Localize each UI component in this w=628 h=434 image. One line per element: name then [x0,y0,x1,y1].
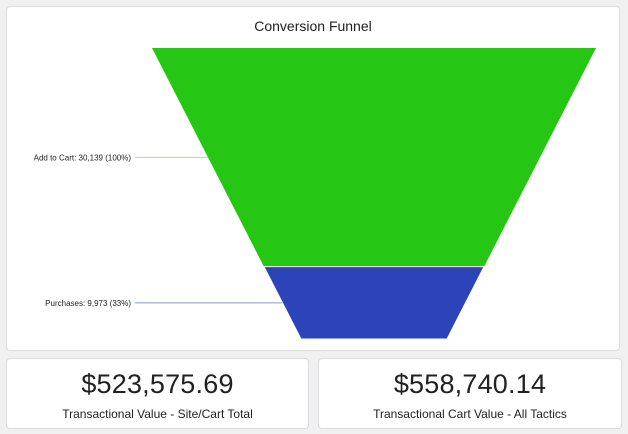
kpi-label: Transactional Value - Site/Cart Total [62,407,253,421]
funnel-stage-purchases [263,266,485,340]
kpi-card-cart-value-all-tactics: $558,740.14 Transactional Cart Value - A… [318,358,622,429]
funnel-chart: Add to Cart: 30,139 (100%) Purchases: 9,9… [34,48,596,340]
funnel-stage-add-to-cart [152,48,596,267]
stage-label: Add to Cart: 30,139 (100%) [34,153,132,162]
funnel-chart-card: Conversion Funnel Add to Cart: 30,139 (1… [6,6,620,351]
kpi-card-site-cart-total: $523,575.69 Transactional Value - Site/C… [6,358,309,429]
kpi-label: Transactional Cart Value - All Tactics [373,407,567,421]
kpi-value: $523,575.69 [81,369,234,399]
chart-title: Conversion Funnel [254,18,372,34]
kpi-value: $558,740.14 [393,369,547,399]
stage-label: Purchases: 9,973 (33%) [45,299,131,308]
